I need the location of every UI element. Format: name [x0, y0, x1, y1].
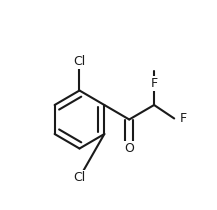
Text: Cl: Cl: [73, 171, 86, 184]
Text: Cl: Cl: [73, 55, 86, 68]
Text: O: O: [124, 142, 134, 155]
Text: F: F: [151, 77, 158, 90]
Text: F: F: [180, 112, 187, 125]
